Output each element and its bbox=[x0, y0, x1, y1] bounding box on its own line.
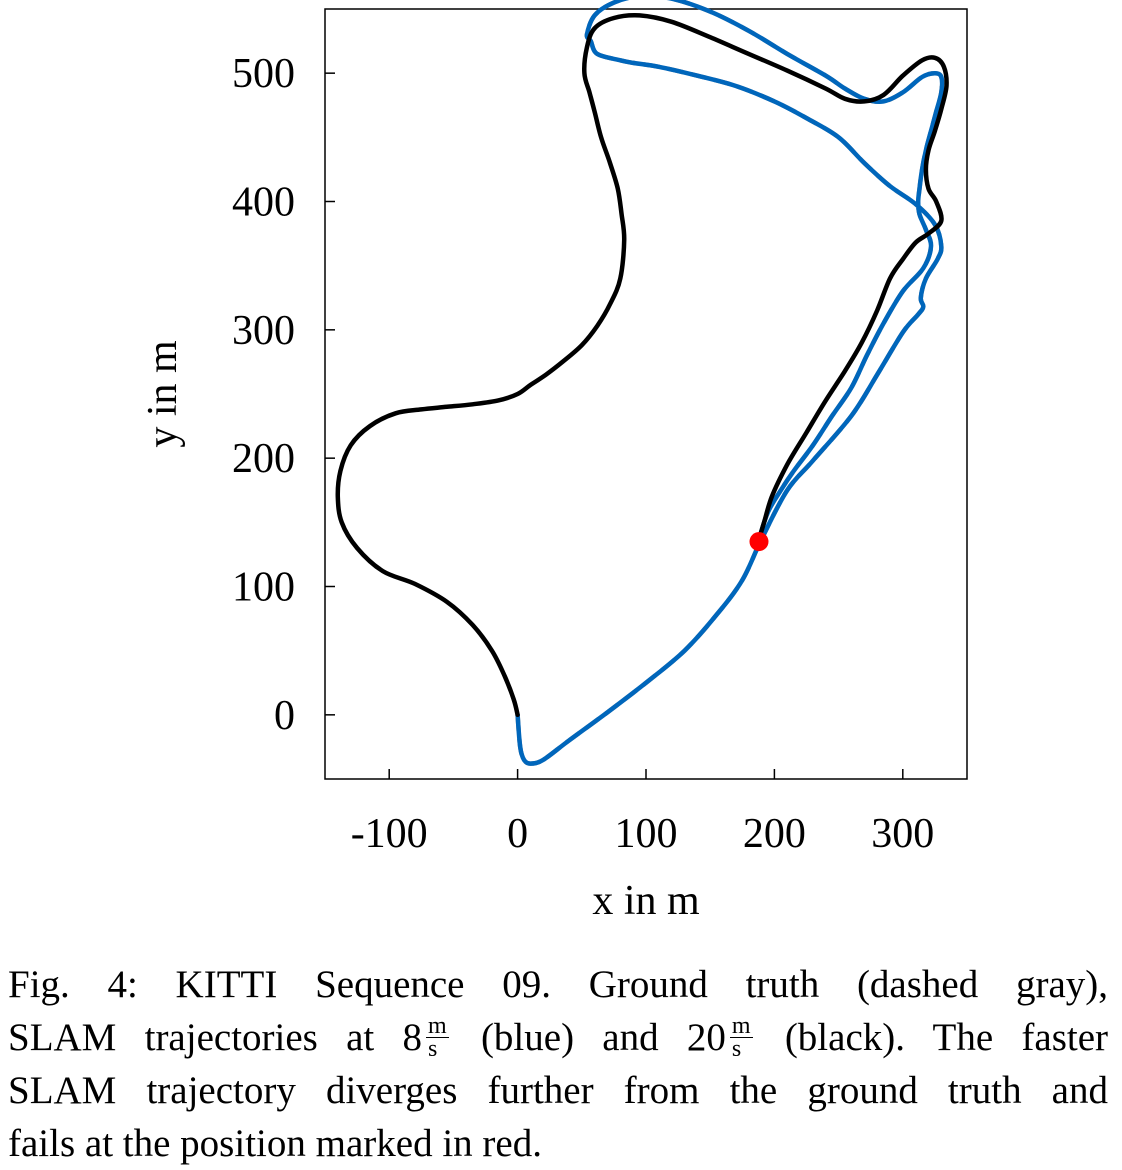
y-tick-label: 0 bbox=[274, 693, 295, 739]
unit-fraction-1-num: m bbox=[426, 1012, 449, 1039]
caption-line-2-a: SLAM trajectories at 8 bbox=[8, 1016, 422, 1059]
axes: -100 0 100 200 300 0 100 200 300 400 500 bbox=[232, 51, 934, 857]
slam-20ms-line bbox=[335, 12, 949, 718]
slam-8ms-line bbox=[515, 0, 945, 766]
y-tick-label: 200 bbox=[232, 436, 295, 482]
caption-line-2-c: (black). The faster bbox=[784, 1016, 1109, 1059]
y-tick-label: 100 bbox=[232, 565, 295, 611]
caption-line-2-b: (blue) and 20 bbox=[480, 1016, 726, 1059]
y-tick-label: 500 bbox=[232, 51, 295, 97]
figure-caption: Fig. 4: KITTI Sequence 09. Ground truth … bbox=[8, 958, 1108, 1170]
caption-line-1: Fig. 4: KITTI Sequence 09. Ground truth … bbox=[8, 963, 1108, 1006]
x-tick-label: -100 bbox=[351, 811, 428, 857]
caption-line-3: SLAM trajectory diverges further from th… bbox=[8, 1069, 1108, 1112]
trajectory-chart: -100 0 100 200 300 0 100 200 300 400 500 x in m y … bbox=[140, 0, 968, 924]
marker-layer bbox=[749, 532, 769, 552]
failure-marker bbox=[749, 532, 769, 552]
plot-frame bbox=[324, 8, 968, 780]
unit-fraction-2-num: m bbox=[729, 1012, 753, 1039]
y-tick-label: 400 bbox=[232, 180, 295, 226]
x-tick-label: 200 bbox=[743, 811, 806, 857]
unit-fraction-1-den: s bbox=[428, 1035, 438, 1062]
x-axis-label: x in m bbox=[592, 878, 700, 924]
y-tick-label: 300 bbox=[232, 308, 295, 354]
x-tick-label: 100 bbox=[615, 811, 678, 857]
series-layer bbox=[335, 0, 949, 766]
caption-line-4: fails at the position marked in red. bbox=[8, 1122, 542, 1165]
x-tick-label: 300 bbox=[871, 811, 934, 857]
unit-fraction-2-den: s bbox=[731, 1035, 742, 1062]
y-axis-label: y in m bbox=[140, 340, 186, 448]
x-tick-label: 0 bbox=[507, 811, 528, 857]
ground-truth-line bbox=[515, 0, 945, 766]
